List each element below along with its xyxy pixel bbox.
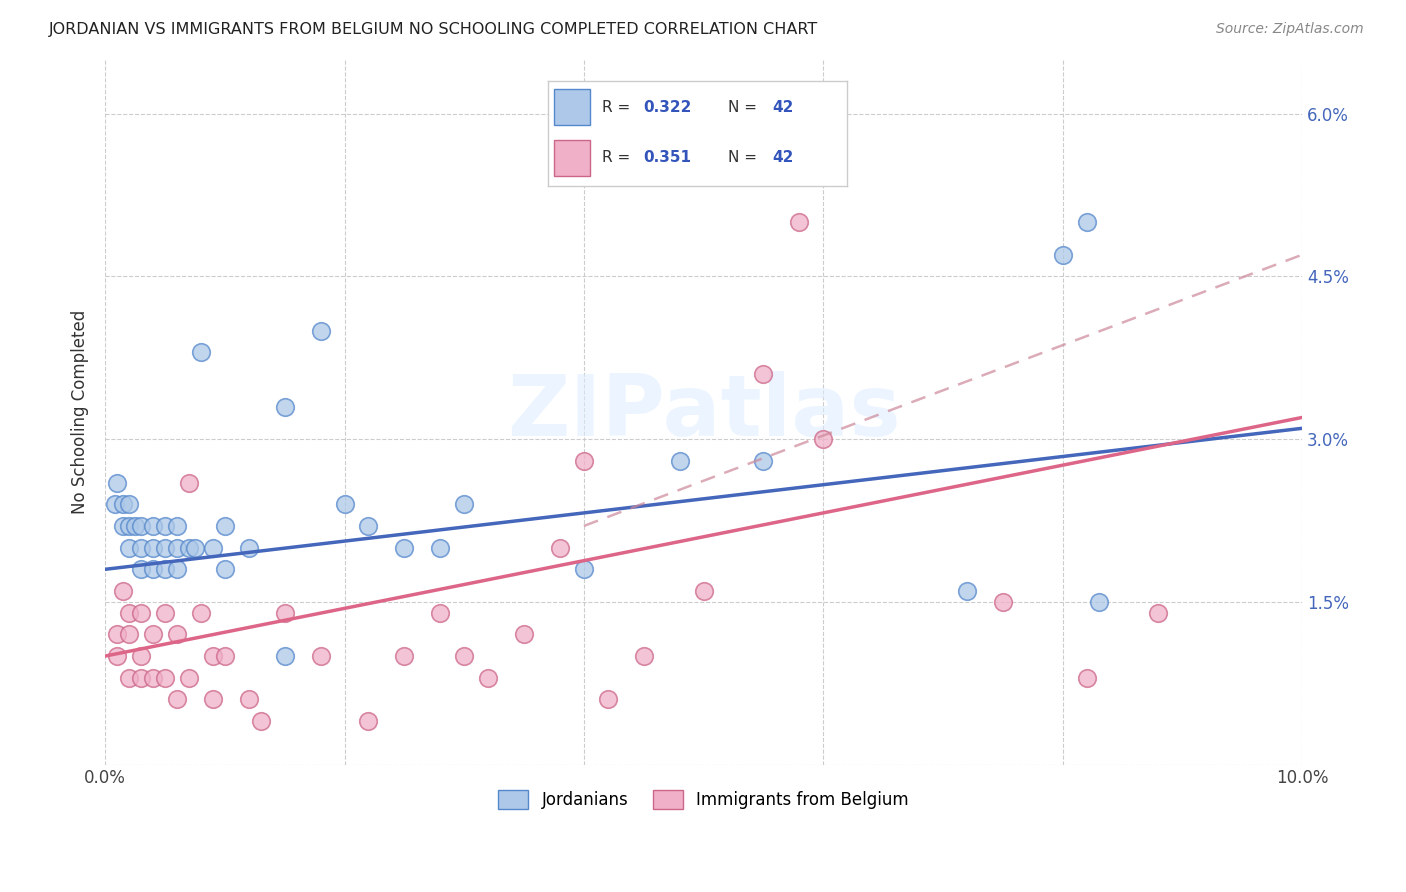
Point	[274, 400, 297, 414]
Point	[1087, 595, 1109, 609]
Point	[956, 584, 979, 599]
Point	[991, 595, 1014, 609]
Point	[105, 648, 128, 663]
Point	[129, 606, 152, 620]
Point	[309, 648, 332, 663]
Point	[153, 562, 176, 576]
Point	[177, 475, 200, 490]
Point	[142, 627, 165, 641]
Point	[124, 519, 146, 533]
Point	[118, 497, 141, 511]
Point	[1076, 215, 1098, 229]
Point	[153, 606, 176, 620]
Point	[105, 475, 128, 490]
Point	[129, 671, 152, 685]
Point	[813, 432, 835, 446]
Point	[153, 519, 176, 533]
Point	[118, 541, 141, 555]
Point	[238, 541, 260, 555]
Point	[789, 215, 811, 229]
Point	[394, 648, 416, 663]
Legend: Jordanians, Immigrants from Belgium: Jordanians, Immigrants from Belgium	[492, 783, 915, 816]
Point	[274, 606, 297, 620]
Point	[153, 671, 176, 685]
Point	[129, 519, 152, 533]
Point	[201, 692, 224, 706]
Point	[214, 519, 236, 533]
Point	[190, 606, 212, 620]
Point	[477, 671, 499, 685]
Point	[142, 671, 165, 685]
Point	[394, 541, 416, 555]
Point	[112, 497, 135, 511]
Point	[692, 584, 714, 599]
Point	[201, 541, 224, 555]
Point	[177, 671, 200, 685]
Point	[118, 627, 141, 641]
Point	[1052, 248, 1074, 262]
Point	[548, 541, 571, 555]
Point	[142, 519, 165, 533]
Point	[633, 648, 655, 663]
Point	[166, 519, 188, 533]
Point	[238, 692, 260, 706]
Point	[166, 562, 188, 576]
Point	[1076, 671, 1098, 685]
Point	[214, 648, 236, 663]
Point	[129, 562, 152, 576]
Point	[112, 519, 135, 533]
Point	[166, 541, 188, 555]
Text: Source: ZipAtlas.com: Source: ZipAtlas.com	[1216, 22, 1364, 37]
Point	[1147, 606, 1170, 620]
Point	[177, 541, 200, 555]
Point	[184, 541, 207, 555]
Point	[333, 497, 356, 511]
Point	[214, 562, 236, 576]
Point	[129, 648, 152, 663]
Point	[357, 714, 380, 728]
Point	[104, 497, 127, 511]
Point	[112, 584, 135, 599]
Point	[309, 324, 332, 338]
Point	[142, 562, 165, 576]
Text: ZIPatlas: ZIPatlas	[506, 370, 900, 453]
Point	[166, 692, 188, 706]
Point	[153, 541, 176, 555]
Point	[118, 606, 141, 620]
Point	[249, 714, 271, 728]
Point	[513, 627, 536, 641]
Point	[572, 562, 595, 576]
Point	[142, 541, 165, 555]
Point	[429, 606, 451, 620]
Point	[201, 648, 224, 663]
Point	[453, 497, 475, 511]
Point	[190, 345, 212, 359]
Point	[453, 648, 475, 663]
Point	[118, 519, 141, 533]
Point	[357, 519, 380, 533]
Point	[129, 541, 152, 555]
Point	[752, 367, 775, 381]
Point	[668, 454, 690, 468]
Point	[596, 692, 619, 706]
Point	[166, 627, 188, 641]
Point	[118, 671, 141, 685]
Point	[429, 541, 451, 555]
Point	[572, 454, 595, 468]
Point	[752, 454, 775, 468]
Point	[274, 648, 297, 663]
Y-axis label: No Schooling Completed: No Schooling Completed	[72, 310, 89, 514]
Point	[105, 627, 128, 641]
Text: JORDANIAN VS IMMIGRANTS FROM BELGIUM NO SCHOOLING COMPLETED CORRELATION CHART: JORDANIAN VS IMMIGRANTS FROM BELGIUM NO …	[49, 22, 818, 37]
